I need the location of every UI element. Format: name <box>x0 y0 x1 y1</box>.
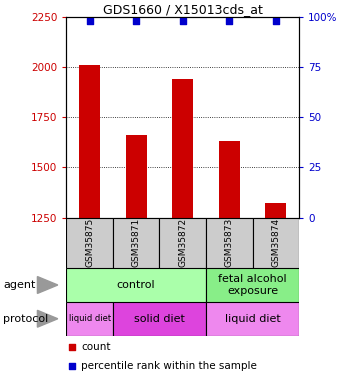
Title: GDS1660 / X15013cds_at: GDS1660 / X15013cds_at <box>103 3 263 16</box>
Text: fetal alcohol
exposure: fetal alcohol exposure <box>218 274 287 296</box>
Bar <box>253 217 299 268</box>
Bar <box>113 302 206 336</box>
Text: control: control <box>117 280 155 290</box>
Text: GSM35873: GSM35873 <box>225 218 234 267</box>
Text: GSM35875: GSM35875 <box>85 218 94 267</box>
Point <box>87 18 92 24</box>
Bar <box>66 268 206 302</box>
Bar <box>79 65 100 218</box>
Point <box>69 363 75 369</box>
Bar <box>159 217 206 268</box>
Bar <box>66 217 113 268</box>
Bar <box>126 135 147 218</box>
Point <box>180 18 186 24</box>
Bar <box>66 302 113 336</box>
Text: GSM35872: GSM35872 <box>178 218 187 267</box>
Bar <box>206 217 253 268</box>
Text: protocol: protocol <box>3 314 49 324</box>
Polygon shape <box>37 277 58 293</box>
Point <box>226 18 232 24</box>
Point <box>273 18 278 24</box>
Bar <box>219 141 240 218</box>
Text: solid diet: solid diet <box>134 314 185 324</box>
Point <box>69 344 75 350</box>
Text: count: count <box>82 342 111 352</box>
Bar <box>172 79 193 218</box>
Point <box>133 18 139 24</box>
Text: GSM35874: GSM35874 <box>271 218 280 267</box>
Text: percentile rank within the sample: percentile rank within the sample <box>82 361 257 370</box>
Bar <box>206 302 299 336</box>
Bar <box>266 204 286 218</box>
Bar <box>113 217 159 268</box>
Text: liquid diet: liquid diet <box>69 314 110 323</box>
Polygon shape <box>37 310 58 327</box>
Text: agent: agent <box>3 280 36 290</box>
Bar <box>206 268 299 302</box>
Text: GSM35871: GSM35871 <box>132 218 141 267</box>
Text: liquid diet: liquid diet <box>225 314 280 324</box>
